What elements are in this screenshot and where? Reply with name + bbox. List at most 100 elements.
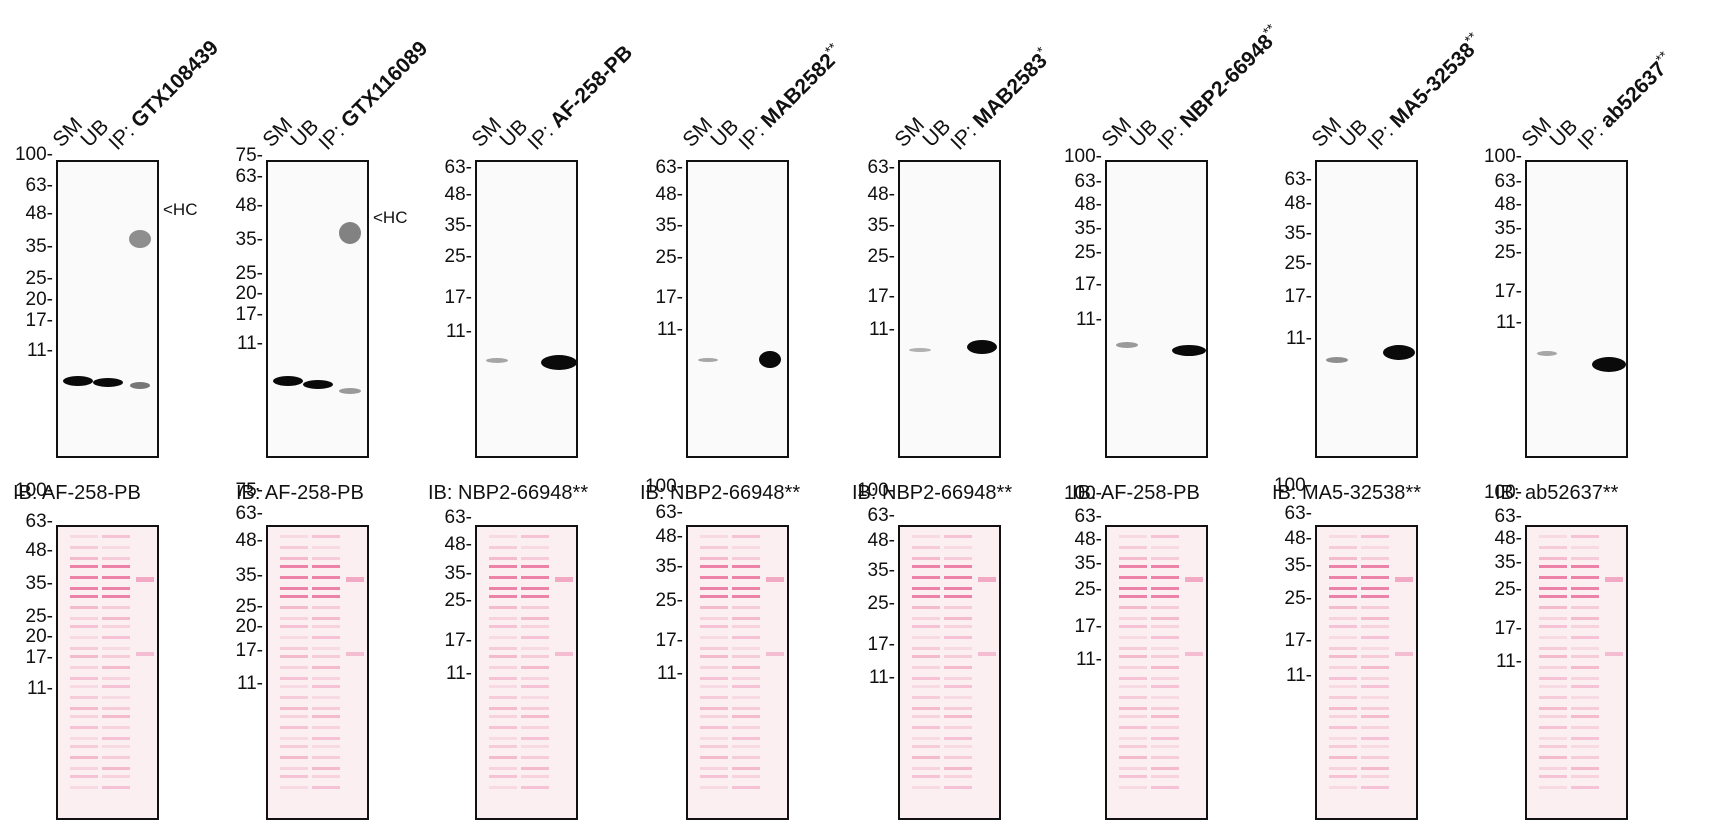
- blot-marker: 25-: [235, 263, 263, 284]
- stain-band: [1329, 625, 1357, 628]
- stain-band: [312, 546, 340, 549]
- stain-band: [521, 636, 549, 639]
- stain-band: [489, 745, 517, 748]
- stain-band: [521, 595, 549, 598]
- stain-marker: 100-: [1483, 482, 1522, 503]
- stain-band: [102, 756, 130, 759]
- stain-band: [102, 696, 130, 699]
- blot-marker: 25-: [1074, 242, 1102, 263]
- stain-band: [102, 707, 130, 710]
- stain-band: [912, 745, 940, 748]
- stain-band: [912, 587, 940, 590]
- stain-band: [1361, 647, 1389, 650]
- western-blot-panel: [475, 160, 578, 458]
- blot-marker: 25-: [25, 268, 53, 289]
- stain-band: [732, 726, 760, 729]
- stain-marker: 48-: [655, 526, 683, 547]
- stain-band: [1119, 655, 1147, 658]
- stain-band: [732, 786, 760, 789]
- stain-band: [1361, 587, 1389, 590]
- stain-band: [102, 606, 130, 609]
- stain-band: [1329, 535, 1357, 538]
- stain-band: [489, 677, 517, 680]
- stain-band: [700, 767, 728, 770]
- stain-band: [1539, 636, 1567, 639]
- stain-band: [70, 617, 98, 620]
- stain-band: [280, 737, 308, 740]
- blot-marker: 35-: [235, 229, 263, 250]
- stain-marker: 25-: [1494, 579, 1522, 600]
- stain-marker: 35-: [1494, 552, 1522, 573]
- stain-band: [1605, 652, 1623, 656]
- stain-band: [1329, 647, 1357, 650]
- blot-marker: 20-: [235, 283, 263, 304]
- blot-marker: 35-: [867, 215, 895, 236]
- stain-band: [944, 587, 972, 590]
- stain-band: [1361, 617, 1389, 620]
- stain-band: [1361, 707, 1389, 710]
- stain-marker: 63-: [867, 505, 895, 526]
- stain-band: [1151, 576, 1179, 579]
- stain-band: [280, 745, 308, 748]
- blot-marker: 11-: [236, 333, 263, 354]
- blot-band: [967, 340, 997, 354]
- stain-marker: 11-: [445, 663, 472, 684]
- blot-marker: 25-: [1494, 242, 1522, 263]
- stain-band: [1119, 737, 1147, 740]
- stain-band: [1329, 786, 1357, 789]
- stain-band: [700, 707, 728, 710]
- ponceau-stain-panel: [56, 525, 159, 820]
- stain-band: [312, 786, 340, 789]
- western-blot-panel: [1315, 160, 1418, 458]
- blot-marker: 25-: [867, 246, 895, 267]
- stain-band: [1151, 756, 1179, 759]
- blot-marker: 63-: [655, 157, 683, 178]
- blot-marker: 35-: [1494, 218, 1522, 239]
- stain-band: [1361, 535, 1389, 538]
- stain-band: [1571, 756, 1599, 759]
- stain-band: [280, 557, 308, 560]
- stain-band: [521, 767, 549, 770]
- stain-marker: 11-: [1495, 651, 1522, 672]
- blot-marker: 48-: [867, 184, 895, 205]
- blot-marker: 48-: [235, 195, 263, 216]
- western-blot-panel: [686, 160, 789, 458]
- stain-marker: 35-: [235, 565, 263, 586]
- stain-band: [944, 576, 972, 579]
- stain-band: [1151, 745, 1179, 748]
- stain-marker: 48-: [444, 534, 472, 555]
- stain-band: [1571, 745, 1599, 748]
- stain-marker: 17-: [655, 630, 683, 651]
- stain-band: [312, 595, 340, 598]
- blot-marker: 11-: [1495, 312, 1522, 333]
- blot-marker: 17-: [235, 304, 263, 325]
- stain-band: [912, 565, 940, 568]
- stain-marker: 11-: [26, 678, 53, 699]
- stain-band: [700, 666, 728, 669]
- stain-band: [312, 636, 340, 639]
- stain-band: [1571, 587, 1599, 590]
- stain-band: [1151, 565, 1179, 568]
- immunoblot-label: IB: NBP2-66948**: [852, 482, 1013, 504]
- blot-marker: 17-: [1074, 274, 1102, 295]
- stain-band: [489, 617, 517, 620]
- stain-band: [102, 617, 130, 620]
- stain-band: [1151, 535, 1179, 538]
- stain-band: [978, 577, 996, 582]
- stain-band: [1539, 767, 1567, 770]
- stain-band: [700, 617, 728, 620]
- stain-band: [1119, 677, 1147, 680]
- blot-band: [1592, 357, 1626, 372]
- stain-band: [1571, 617, 1599, 620]
- blot-marker: 35-: [25, 236, 53, 257]
- stain-band: [766, 577, 784, 582]
- blot-marker: 63-: [235, 166, 263, 187]
- stain-band: [312, 655, 340, 658]
- stain-band: [944, 767, 972, 770]
- western-blot-panel: [898, 160, 1001, 458]
- stain-band: [1571, 726, 1599, 729]
- immunoblot-label: IB: AF-258-PB: [1072, 482, 1200, 504]
- stain-band: [1151, 767, 1179, 770]
- stain-band: [1539, 606, 1567, 609]
- stain-band: [1151, 546, 1179, 549]
